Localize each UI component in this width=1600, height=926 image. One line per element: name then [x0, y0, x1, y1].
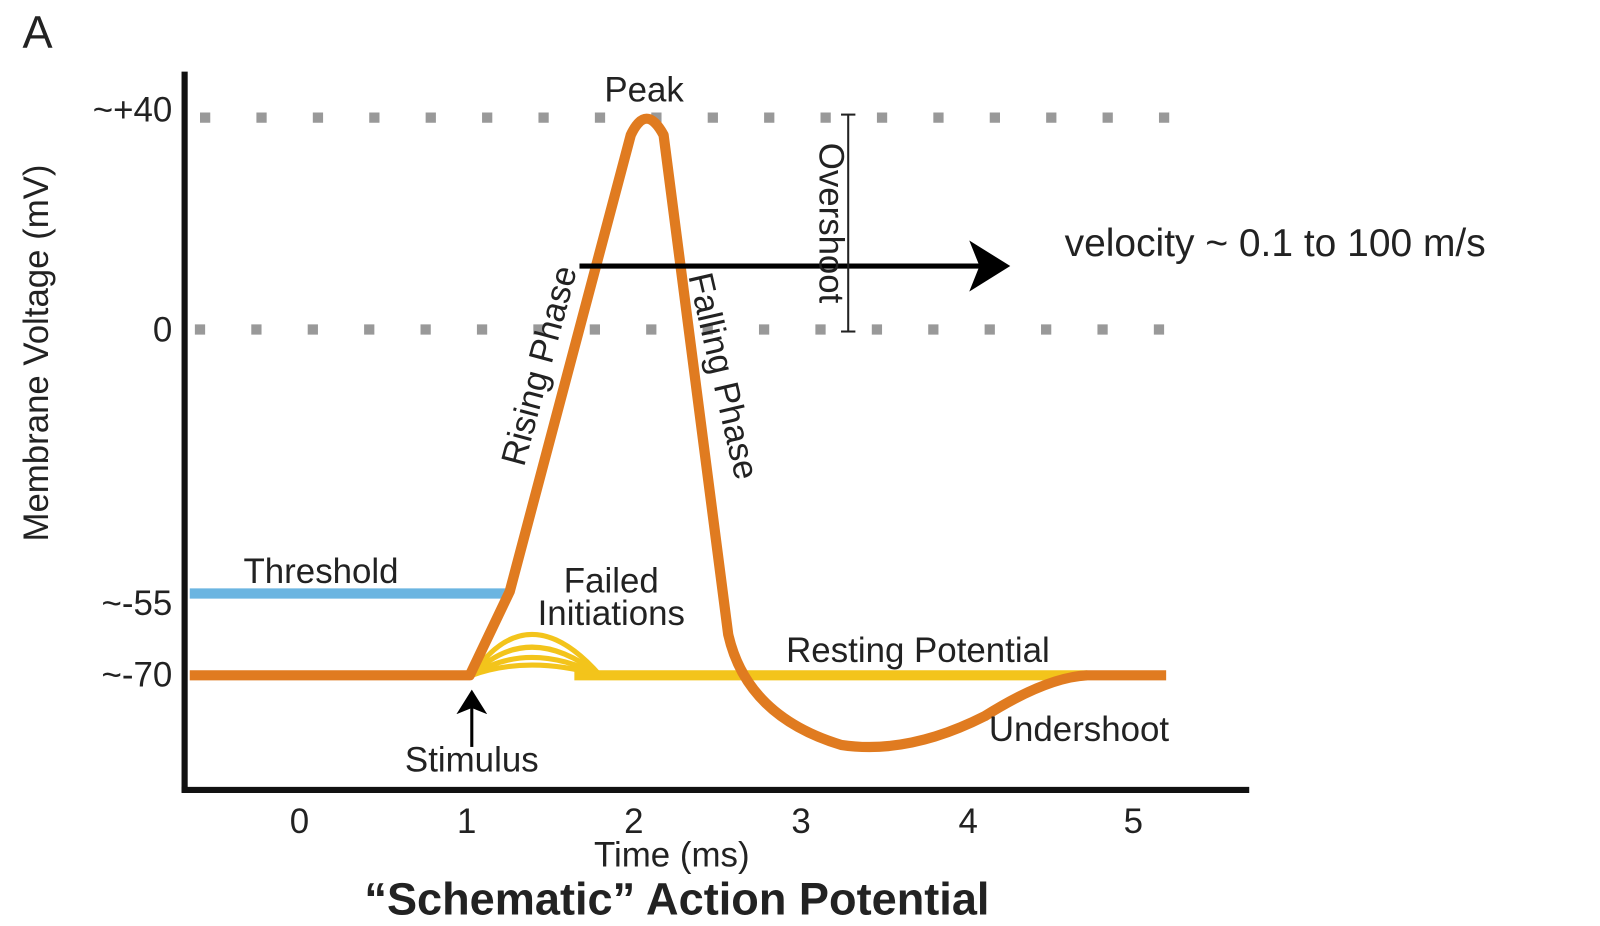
x-tick-label: 2 — [624, 802, 643, 841]
x-axis-label: Time (ms) — [594, 836, 750, 875]
stimulus-label: Stimulus — [405, 741, 539, 780]
x-tick-label: 4 — [959, 802, 978, 841]
y-tick-label: ~-55 — [102, 584, 173, 623]
panel-letter: A — [23, 7, 53, 58]
undershoot-label: Undershoot — [989, 710, 1170, 749]
y-tick-label: 0 — [153, 311, 172, 350]
x-tick-label: 5 — [1124, 802, 1143, 841]
failed-label: Failed — [564, 561, 659, 600]
x-tick-label: 3 — [791, 802, 810, 841]
action-potential-curve — [189, 113, 1167, 753]
x-tick-label: 1 — [457, 802, 476, 841]
velocity-annotation: velocity ~ 0.1 to 100 m/s — [1065, 222, 1486, 265]
x-tick-label: 0 — [290, 802, 309, 841]
title: “Schematic” Action Potential — [364, 873, 989, 924]
y-axis-label: Membrane Voltage (mV) — [17, 164, 56, 541]
y-tick-label: ~-70 — [102, 656, 173, 695]
failed-label: Initiations — [538, 594, 685, 633]
threshold-label: Threshold — [243, 552, 398, 591]
resting-label: Resting Potential — [786, 631, 1050, 670]
failed-initiations — [469, 631, 602, 678]
overshoot-label: Overshoot — [811, 143, 850, 304]
y-tick-label: ~+40 — [93, 91, 173, 130]
peak-label: Peak — [604, 70, 684, 109]
